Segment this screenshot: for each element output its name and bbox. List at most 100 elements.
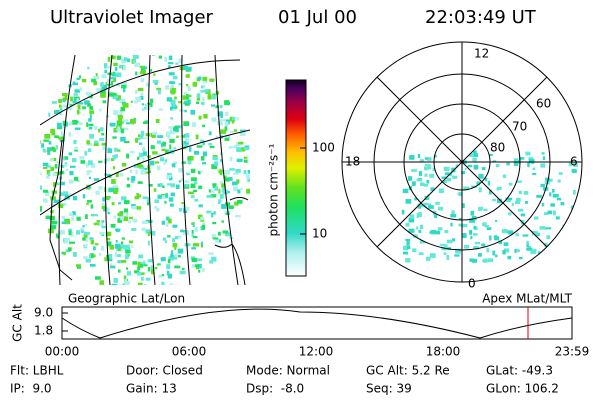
pixel	[573, 189, 576, 195]
pixel	[183, 143, 188, 148]
pixel	[476, 181, 481, 186]
pixel	[229, 130, 235, 133]
pixel	[82, 194, 86, 199]
pixel	[188, 191, 194, 195]
pixel	[52, 204, 56, 207]
pixel	[171, 87, 176, 93]
pixel	[78, 111, 81, 114]
pixel	[403, 245, 409, 251]
pixel	[109, 122, 116, 127]
pixel	[94, 140, 99, 146]
pixel	[48, 112, 51, 117]
pixel	[115, 284, 122, 285]
pixel	[464, 245, 470, 249]
y-tick-label: 9.0	[34, 306, 53, 320]
pixel	[174, 235, 179, 240]
pixel	[128, 220, 131, 224]
pixel	[69, 104, 74, 107]
pixel	[547, 178, 553, 182]
pixel	[40, 185, 42, 190]
pixel	[424, 157, 429, 160]
pixel	[113, 286, 115, 289]
pixel	[137, 267, 141, 271]
pixel	[469, 153, 475, 157]
pixel	[495, 164, 500, 168]
pixel	[236, 158, 243, 163]
altitude-curve	[61, 308, 573, 339]
pixel	[64, 194, 70, 200]
pixel	[179, 270, 186, 275]
status: Seq: 39	[366, 382, 412, 396]
pixel	[116, 129, 122, 132]
pixel	[47, 172, 51, 176]
pixel	[73, 93, 78, 96]
pixel	[464, 168, 467, 171]
pixel	[547, 210, 552, 215]
pixel	[522, 234, 529, 237]
pixel	[446, 239, 453, 244]
pixel	[525, 151, 531, 156]
pixel	[505, 197, 509, 202]
pixel	[236, 117, 239, 121]
pixel	[145, 219, 151, 223]
pixel	[424, 164, 431, 167]
pixel	[57, 231, 63, 235]
pixel	[125, 212, 129, 217]
pixel	[486, 247, 490, 253]
pixel	[147, 197, 150, 202]
pixel	[198, 115, 202, 120]
pixel	[422, 241, 425, 244]
pixel	[119, 245, 125, 249]
pixel	[73, 176, 79, 181]
pixel	[85, 163, 89, 168]
pixel	[231, 181, 238, 186]
pixel	[552, 210, 556, 216]
pixel	[89, 106, 94, 110]
pixel	[73, 81, 76, 86]
pixel	[61, 134, 65, 137]
pixel	[196, 96, 201, 101]
pixel	[246, 188, 250, 194]
pixel	[114, 147, 118, 152]
pixel	[55, 233, 60, 238]
pixel	[576, 240, 581, 244]
pixel	[60, 131, 64, 136]
pixel	[187, 86, 191, 90]
pixel	[156, 87, 162, 91]
pixel	[188, 94, 192, 98]
pixel	[74, 127, 81, 131]
pixel	[207, 95, 212, 100]
pixel	[215, 105, 219, 109]
pixel	[423, 183, 429, 187]
pixel	[76, 216, 81, 221]
mlt-label: 12	[474, 47, 489, 61]
pixel	[165, 193, 168, 198]
pixel	[134, 62, 140, 67]
pixel	[470, 235, 473, 240]
pixel	[120, 136, 126, 142]
pixel	[444, 229, 449, 233]
pixel	[186, 84, 189, 87]
pixel	[203, 80, 208, 84]
pixel	[128, 240, 134, 244]
pixel	[115, 239, 118, 243]
pixel	[168, 197, 174, 202]
pixel	[506, 162, 510, 166]
pixel	[145, 133, 151, 137]
x-tick-label: 00:00	[45, 345, 80, 359]
pixel	[160, 142, 164, 148]
pixel	[170, 192, 175, 197]
pixel	[183, 91, 187, 95]
status: GLat: -49.3	[486, 364, 553, 378]
pixel	[156, 263, 161, 266]
pixel	[73, 139, 77, 144]
pixel	[471, 215, 477, 221]
pixel	[76, 266, 82, 269]
pixel	[184, 103, 190, 106]
status: Gain: 13	[126, 382, 177, 396]
pixel	[171, 84, 175, 88]
pixel	[472, 157, 477, 162]
pixel	[88, 126, 93, 130]
pixel	[93, 80, 97, 86]
pixel	[492, 160, 497, 163]
